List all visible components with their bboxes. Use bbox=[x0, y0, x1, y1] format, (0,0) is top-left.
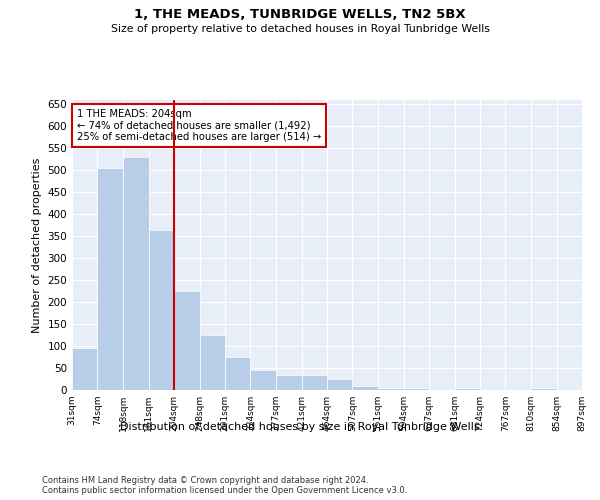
Bar bbox=[149, 230, 174, 390]
Bar bbox=[97, 168, 123, 390]
Bar bbox=[531, 388, 557, 390]
Bar bbox=[276, 374, 302, 390]
Bar bbox=[378, 388, 404, 390]
Bar bbox=[200, 335, 225, 390]
Text: Distribution of detached houses by size in Royal Tunbridge Wells: Distribution of detached houses by size … bbox=[120, 422, 480, 432]
Bar bbox=[302, 374, 327, 390]
Bar bbox=[123, 157, 149, 390]
Bar bbox=[250, 370, 276, 390]
Bar bbox=[352, 386, 378, 390]
Text: 1, THE MEADS, TUNBRIDGE WELLS, TN2 5BX: 1, THE MEADS, TUNBRIDGE WELLS, TN2 5BX bbox=[134, 8, 466, 20]
Bar bbox=[327, 379, 352, 390]
Bar bbox=[174, 291, 200, 390]
Bar bbox=[225, 357, 250, 390]
Text: Contains HM Land Registry data © Crown copyright and database right 2024.
Contai: Contains HM Land Registry data © Crown c… bbox=[42, 476, 407, 495]
Text: Size of property relative to detached houses in Royal Tunbridge Wells: Size of property relative to detached ho… bbox=[110, 24, 490, 34]
Bar bbox=[455, 388, 480, 390]
Bar bbox=[404, 388, 429, 390]
Y-axis label: Number of detached properties: Number of detached properties bbox=[32, 158, 42, 332]
Bar bbox=[72, 348, 97, 390]
Text: 1 THE MEADS: 204sqm
← 74% of detached houses are smaller (1,492)
25% of semi-det: 1 THE MEADS: 204sqm ← 74% of detached ho… bbox=[77, 108, 322, 142]
